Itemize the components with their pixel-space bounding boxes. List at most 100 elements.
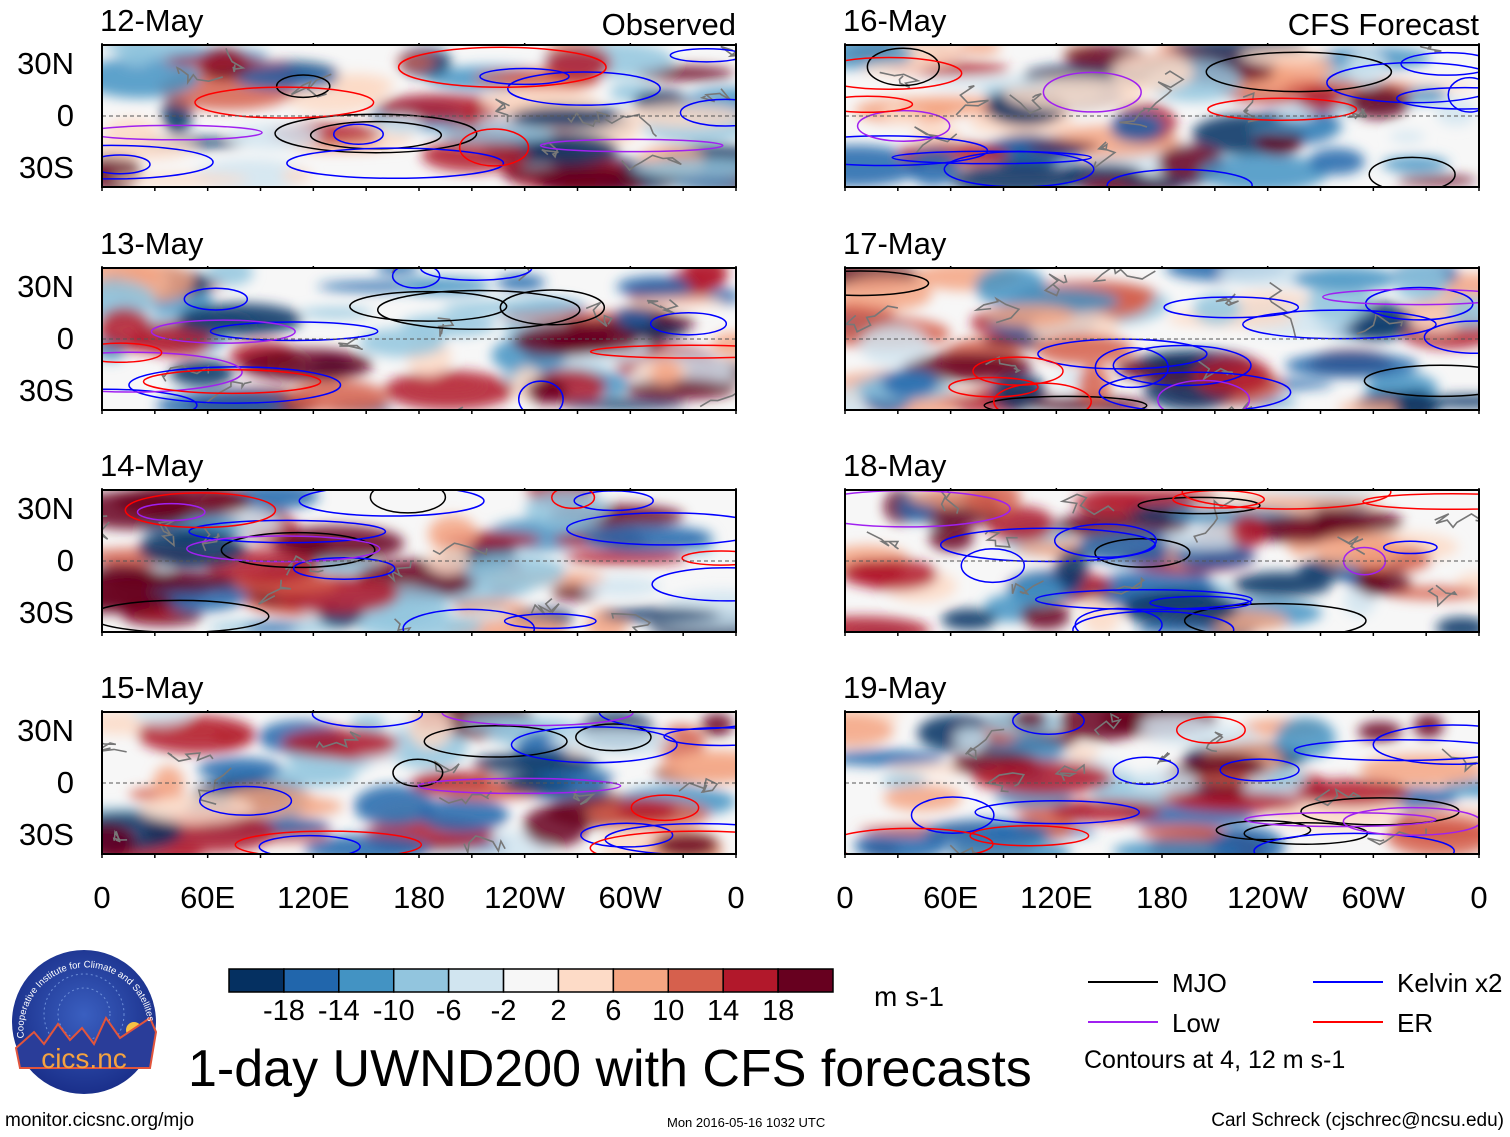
contour-kelvin — [503, 613, 597, 630]
legend-line-low — [1088, 1021, 1158, 1023]
coastline — [985, 356, 1022, 374]
contour-kelvin — [1382, 540, 1438, 555]
contour-mjo — [983, 395, 1148, 410]
wind-anomaly-region — [156, 391, 284, 410]
contour-kelvin — [188, 519, 387, 544]
coastline — [338, 335, 363, 351]
wind-anomaly-region — [1292, 268, 1399, 292]
wind-anomaly-region — [845, 713, 894, 747]
contour-kelvin — [1326, 61, 1479, 104]
colorbar-swatch — [667, 968, 724, 993]
contour-kelvin — [102, 388, 198, 410]
contour-low — [136, 502, 206, 522]
colorbar-tick-label: -10 — [372, 995, 415, 1027]
coastline — [678, 777, 719, 794]
coastline — [504, 268, 531, 282]
coastline — [567, 111, 609, 128]
contour-mjo — [1363, 364, 1479, 398]
contour-kelvin — [651, 566, 736, 602]
lon-tick-label: 120E — [1020, 880, 1093, 915]
colorbar-swatch — [392, 968, 450, 993]
colorbar-swatch — [283, 968, 340, 993]
contour-low — [856, 109, 951, 142]
coastline — [1059, 493, 1115, 516]
colorbar-tick-label: -14 — [317, 995, 360, 1027]
wind-anomaly-region — [169, 359, 235, 387]
wind-anomaly-region — [1007, 577, 1064, 606]
lon-tick-label: 60E — [180, 880, 236, 915]
wind-anomaly-region — [1211, 826, 1285, 854]
coastline — [1434, 512, 1479, 529]
wind-anomaly-region — [383, 370, 515, 410]
contour-kelvin — [845, 135, 989, 167]
contour-kelvin — [1372, 724, 1479, 766]
map-panel — [844, 43, 1480, 191]
contour-kelvin — [510, 726, 678, 764]
map-panel — [844, 488, 1480, 636]
coastline — [1054, 763, 1086, 782]
wind-anomaly-region — [523, 805, 588, 848]
colorbar-tick-label: -2 — [490, 995, 517, 1027]
contour-mjo — [274, 113, 478, 154]
wind-anomaly-region — [138, 527, 247, 569]
contour-kelvin — [679, 98, 736, 127]
panel-date: 19-May — [843, 670, 947, 705]
wind-anomaly-region — [1313, 532, 1405, 567]
wind-anomaly-region — [711, 332, 736, 358]
lon-tick-label: 0 — [836, 880, 854, 915]
panel-date: 12-May — [100, 3, 204, 38]
coastline — [1156, 751, 1172, 766]
lat-tick-label: 0 — [56, 765, 74, 800]
wind-anomaly-region — [984, 304, 1076, 328]
coastline — [463, 835, 506, 854]
wind-anomaly-region — [472, 752, 598, 774]
coastline — [699, 392, 736, 408]
wind-anomaly-region — [1359, 753, 1479, 786]
coastline — [102, 742, 127, 753]
wind-anomaly-region — [1308, 148, 1365, 175]
wind-anomaly-region — [599, 607, 721, 623]
coastline — [1091, 141, 1117, 172]
map-panel — [101, 266, 737, 414]
lat-tick-label: 30S — [18, 816, 74, 852]
coastline — [955, 85, 989, 116]
wind-anomaly-region — [853, 830, 948, 854]
contour-kelvin — [891, 150, 1093, 165]
wind-anomaly-region — [620, 322, 688, 340]
contour-low — [1243, 811, 1437, 828]
contour-low — [150, 319, 296, 344]
wind-anomaly-region — [581, 576, 661, 597]
contour-er — [551, 490, 596, 510]
wind-anomaly-region — [563, 549, 688, 565]
legend-label: MJO — [1172, 968, 1227, 998]
wind-anomaly-region — [418, 797, 509, 833]
contour-kelvin — [1253, 832, 1455, 854]
contour-er — [630, 794, 700, 822]
contour-mjo — [1215, 819, 1312, 841]
wind-anomaly-region — [238, 348, 373, 382]
wind-anomaly-region — [1082, 596, 1121, 632]
wind-anomaly-region — [1294, 778, 1409, 807]
contour-mjo — [369, 490, 447, 514]
contour-er — [458, 128, 530, 167]
coastline — [434, 760, 460, 774]
contour-er — [124, 492, 277, 529]
coastline — [938, 490, 960, 514]
contour-kelvin — [507, 71, 661, 106]
wind-anomaly-region — [116, 45, 157, 67]
wind-anomaly-region — [845, 559, 904, 587]
contour-er — [194, 86, 375, 119]
wind-anomaly-region — [859, 325, 929, 366]
coastline — [158, 519, 175, 548]
contour-kelvin — [391, 268, 441, 289]
footer-url[interactable]: monitor.cicsnc.org/mjo — [5, 1110, 195, 1131]
wind-anomaly-region — [1026, 141, 1100, 152]
contour-low — [1157, 379, 1251, 410]
lat-tick-label: 30N — [17, 491, 74, 527]
colorbar-tick-label: 18 — [761, 995, 795, 1027]
footer-author: Carl Schreck (cjschrec@ncsu.edu) — [1211, 1110, 1504, 1131]
lon-tick-label: 120W — [1227, 880, 1309, 915]
wind-anomaly-region — [281, 168, 313, 183]
legend-label: Kelvin x2 — [1397, 968, 1503, 998]
contour-kelvin — [332, 123, 384, 145]
